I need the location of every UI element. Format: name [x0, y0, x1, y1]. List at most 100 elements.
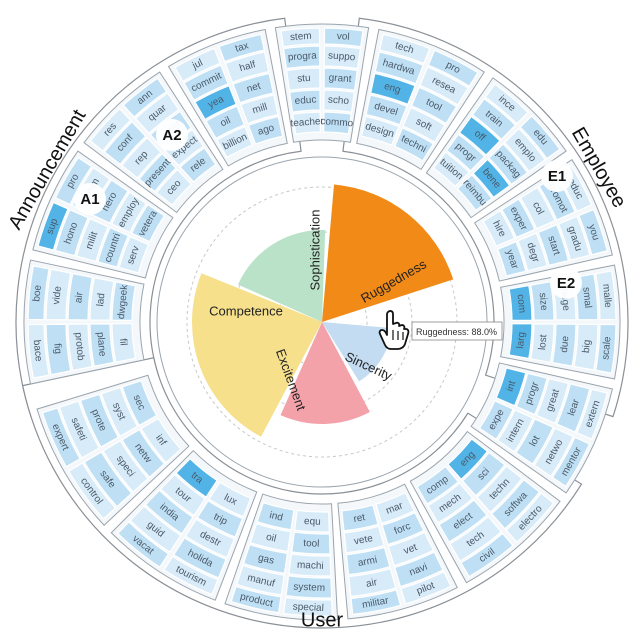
word-cell[interactable]: [515, 372, 548, 416]
word-cell[interactable]: [83, 451, 133, 508]
word-cell[interactable]: [282, 45, 321, 70]
word-cell[interactable]: [519, 186, 556, 230]
word-cell[interactable]: [488, 143, 529, 186]
word-cell[interactable]: [323, 27, 364, 48]
word-cell[interactable]: [288, 553, 332, 577]
word-cell[interactable]: [144, 489, 194, 535]
word-cell[interactable]: [400, 571, 452, 605]
word-cell[interactable]: [515, 418, 554, 465]
word-cell[interactable]: [159, 473, 206, 517]
word-cell[interactable]: [419, 66, 470, 106]
word-cell[interactable]: [323, 111, 352, 135]
word-cell[interactable]: [239, 94, 279, 125]
word-cell[interactable]: [432, 151, 471, 188]
word-cell[interactable]: [205, 105, 246, 140]
word-cell[interactable]: [472, 158, 511, 199]
word-cell[interactable]: [471, 97, 517, 141]
word-cell[interactable]: [194, 84, 238, 121]
word-cell[interactable]: [224, 51, 270, 83]
excitement-petal[interactable]: [280, 322, 370, 424]
word-cell[interactable]: [557, 215, 591, 261]
word-cell[interactable]: [129, 505, 182, 553]
word-cell[interactable]: [179, 147, 217, 183]
sincerity-petal[interactable]: [322, 322, 392, 382]
word-cell[interactable]: [393, 551, 444, 588]
word-cell[interactable]: [37, 201, 69, 251]
word-cell[interactable]: [348, 567, 397, 598]
word-cell[interactable]: [343, 525, 385, 554]
word-cell[interactable]: [500, 198, 536, 239]
word-cell[interactable]: [79, 393, 120, 448]
word-cell[interactable]: [103, 120, 147, 166]
word-cell[interactable]: [121, 136, 162, 179]
word-cell[interactable]: [183, 64, 229, 102]
word-cell[interactable]: [341, 504, 379, 532]
word-cell[interactable]: [374, 51, 424, 85]
word-cell[interactable]: [118, 235, 150, 274]
word-cell[interactable]: [458, 115, 501, 156]
word-cell[interactable]: [595, 323, 617, 374]
word-cell[interactable]: [45, 268, 72, 321]
word-cell[interactable]: [476, 465, 523, 514]
word-cell[interactable]: [116, 521, 170, 568]
word-cell[interactable]: [67, 462, 117, 520]
word-cell[interactable]: [369, 72, 416, 106]
word-cell[interactable]: [530, 323, 555, 363]
word-cell[interactable]: [111, 281, 137, 321]
word-cell[interactable]: [496, 240, 527, 277]
word-cell[interactable]: [449, 515, 503, 562]
word-cell[interactable]: [427, 49, 479, 88]
word-cell[interactable]: [111, 323, 137, 363]
word-cell[interactable]: [402, 106, 446, 144]
word-cell[interactable]: [490, 478, 541, 530]
word-cell[interactable]: [89, 277, 115, 321]
word-cell[interactable]: [495, 367, 527, 407]
word-cell[interactable]: [121, 428, 166, 479]
word-cell[interactable]: [508, 284, 533, 321]
word-cell[interactable]: [54, 208, 89, 257]
word-cell[interactable]: [163, 555, 219, 596]
word-cell[interactable]: [232, 72, 275, 104]
word-cell[interactable]: [576, 388, 608, 441]
word-cell[interactable]: [89, 323, 115, 367]
word-cell[interactable]: [282, 596, 333, 617]
word-cell[interactable]: [130, 203, 166, 243]
word-cell[interactable]: [249, 522, 292, 553]
word-cell[interactable]: [218, 33, 265, 63]
word-cell[interactable]: [345, 546, 391, 576]
word-cell[interactable]: [172, 537, 227, 579]
word-cell[interactable]: [460, 532, 514, 578]
word-cell[interactable]: [365, 94, 408, 126]
word-cell[interactable]: [247, 115, 284, 145]
word-cell[interactable]: [67, 272, 94, 321]
word-cell[interactable]: [381, 511, 425, 546]
word-cell[interactable]: [447, 438, 489, 481]
word-cell[interactable]: [41, 407, 81, 468]
word-cell[interactable]: [121, 379, 158, 427]
word-cell[interactable]: [45, 323, 72, 376]
word-cell[interactable]: [110, 191, 148, 234]
word-cell[interactable]: [350, 589, 402, 616]
word-cell[interactable]: [216, 125, 254, 159]
word-cell[interactable]: [438, 499, 488, 543]
word-cell[interactable]: [235, 564, 285, 596]
word-cell[interactable]: [360, 115, 400, 146]
word-cell[interactable]: [530, 281, 555, 321]
word-cell[interactable]: [323, 89, 355, 113]
word-cell[interactable]: [519, 115, 561, 160]
word-cell[interactable]: [291, 531, 331, 555]
word-cell[interactable]: [27, 265, 50, 321]
word-cell[interactable]: [456, 173, 493, 212]
word-cell[interactable]: [533, 427, 574, 478]
word-cell[interactable]: [285, 575, 333, 599]
word-cell[interactable]: [174, 47, 221, 83]
word-cell[interactable]: [54, 156, 93, 206]
word-cell[interactable]: [242, 543, 289, 574]
word-cell[interactable]: [484, 83, 529, 125]
word-cell[interactable]: [58, 400, 101, 459]
word-cell[interactable]: [445, 133, 486, 172]
word-cell[interactable]: [387, 531, 435, 567]
word-cell[interactable]: [97, 226, 130, 268]
word-cell[interactable]: [293, 509, 330, 533]
word-cell[interactable]: [196, 499, 244, 538]
